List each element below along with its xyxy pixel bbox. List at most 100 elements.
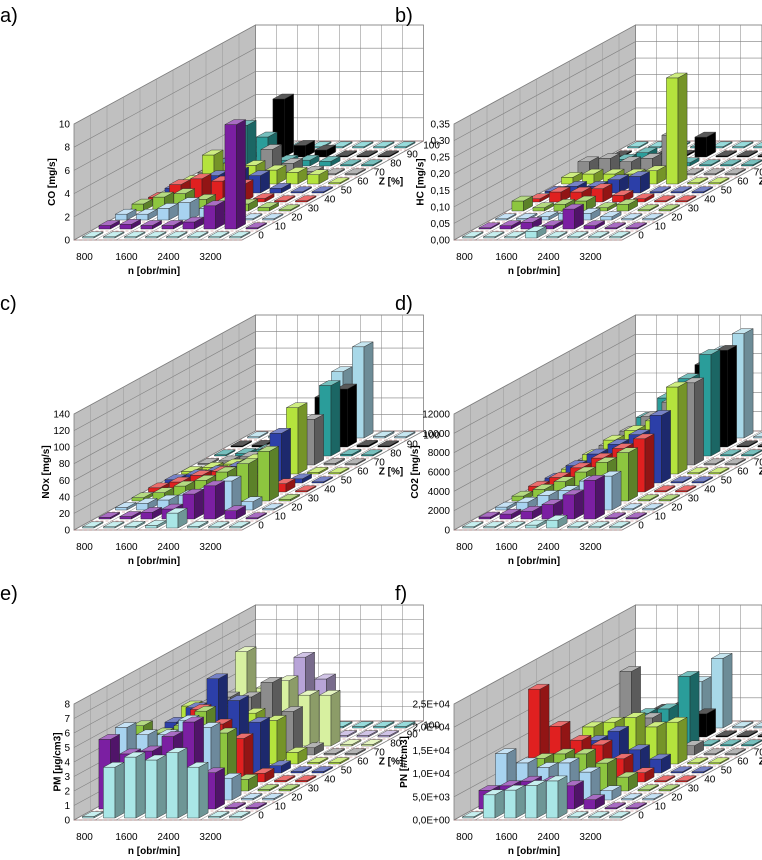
bar-top — [633, 767, 655, 773]
bar-top — [600, 785, 622, 791]
bar-top — [553, 199, 575, 205]
bar-side — [752, 449, 762, 457]
bar-top — [319, 156, 341, 162]
y-tick-label: 1,0E+04 — [412, 769, 450, 780]
bar-top — [715, 730, 737, 737]
bar-top — [703, 458, 725, 465]
bar-top — [307, 169, 329, 175]
bar — [699, 159, 721, 167]
bar-top — [603, 168, 625, 175]
bar-top — [462, 521, 484, 528]
bar — [525, 780, 547, 819]
bar-top — [224, 802, 246, 808]
bar-top — [161, 220, 183, 226]
bar — [319, 156, 341, 167]
bar-top — [223, 458, 245, 465]
bar-top — [136, 208, 158, 215]
bar-top — [567, 521, 589, 528]
bar — [736, 440, 758, 448]
bar — [612, 190, 634, 203]
bar — [166, 507, 188, 529]
bar-top — [82, 811, 104, 817]
bar-top — [511, 490, 533, 497]
bar — [666, 72, 688, 185]
bar-top — [640, 712, 662, 719]
bar — [356, 440, 378, 448]
bar-top — [377, 440, 399, 447]
bar — [741, 739, 762, 747]
panel-label: b) — [395, 5, 413, 27]
gridline — [453, 604, 762, 705]
bar-top — [248, 170, 270, 176]
bar-side — [260, 716, 270, 774]
bar — [136, 208, 158, 221]
bar-top — [691, 476, 713, 483]
z-axis-title: Z [%] — [759, 757, 762, 768]
bar — [187, 521, 209, 529]
floor-gridline — [600, 441, 762, 531]
bar-front — [161, 225, 174, 230]
bar-side — [330, 689, 341, 747]
bar-top — [675, 485, 697, 492]
bar-side — [194, 488, 204, 520]
bar-side — [297, 402, 308, 475]
bar-top — [328, 757, 350, 763]
bar — [616, 199, 638, 212]
bar — [307, 467, 329, 475]
x-tick-label: 2400 — [157, 542, 180, 553]
bar — [642, 793, 664, 801]
x-tick-label: 2400 — [537, 832, 560, 843]
bar-side — [236, 119, 246, 230]
bar-top — [625, 512, 647, 519]
bar — [124, 231, 146, 239]
bar-front — [361, 744, 374, 747]
bar-front — [241, 798, 254, 801]
bar-side — [330, 380, 341, 457]
bar-top — [157, 494, 179, 501]
bar-top — [678, 671, 700, 677]
bar-top — [274, 478, 296, 484]
bar-top — [206, 673, 228, 679]
bar-top — [257, 202, 279, 208]
bar — [245, 512, 267, 520]
bar-top — [373, 431, 395, 437]
bar — [257, 445, 279, 502]
bar-top — [260, 677, 282, 683]
gridline — [453, 74, 762, 174]
bar-top — [516, 757, 538, 764]
bar — [203, 200, 225, 230]
bar-top — [244, 708, 266, 714]
bar-top — [136, 498, 158, 504]
bar-top — [741, 449, 762, 456]
gridline — [73, 47, 424, 148]
bar-top — [604, 512, 626, 519]
bar-top — [323, 748, 345, 754]
bar-top — [642, 213, 664, 220]
bar-top — [603, 717, 625, 723]
bar — [344, 458, 366, 466]
bar-top — [642, 793, 664, 800]
bar — [583, 475, 605, 520]
bar-top — [182, 716, 204, 723]
x-tick-label: 3200 — [199, 252, 222, 263]
y-tick-label: 6 — [64, 166, 70, 177]
z-tick-label: 40 — [704, 485, 716, 496]
bar-top — [670, 476, 692, 483]
bar-top — [495, 501, 517, 508]
bar-side — [661, 410, 671, 484]
bar-top — [323, 458, 345, 464]
bar — [504, 521, 526, 529]
bar — [145, 754, 167, 819]
bar-top — [164, 474, 186, 480]
bar-front — [525, 231, 538, 239]
z-tick-label: 90 — [407, 730, 419, 741]
bar-front — [307, 174, 320, 185]
bar — [691, 186, 713, 194]
bar-front — [328, 762, 341, 765]
bar-top — [525, 519, 547, 526]
bar-top — [708, 467, 730, 474]
bar — [328, 177, 350, 185]
y-tick-label: 0 — [64, 816, 70, 827]
bar-top — [373, 141, 395, 148]
